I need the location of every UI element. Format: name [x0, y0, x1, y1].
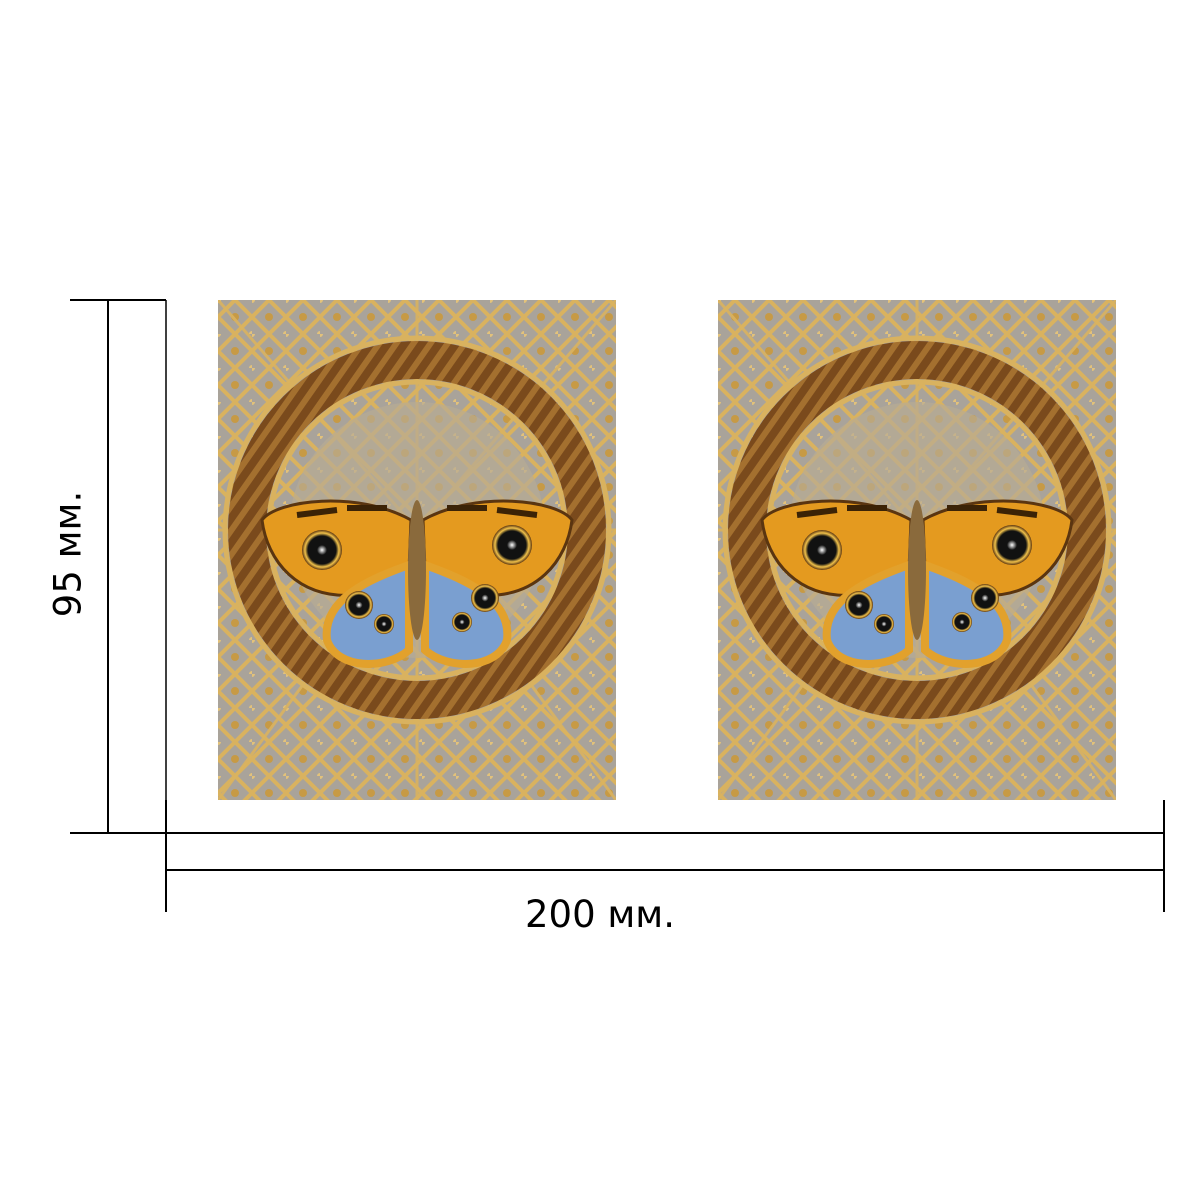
panel-right	[718, 300, 1116, 800]
kaleidoscope-butterfly-image	[218, 300, 616, 800]
height-label: 95 мм.	[46, 490, 90, 618]
width-label: 200 мм.	[525, 893, 675, 936]
kaleidoscope-butterfly-image	[718, 300, 1116, 800]
butterfly	[760, 499, 1074, 668]
panel-left	[218, 300, 616, 800]
butterfly	[260, 499, 574, 668]
